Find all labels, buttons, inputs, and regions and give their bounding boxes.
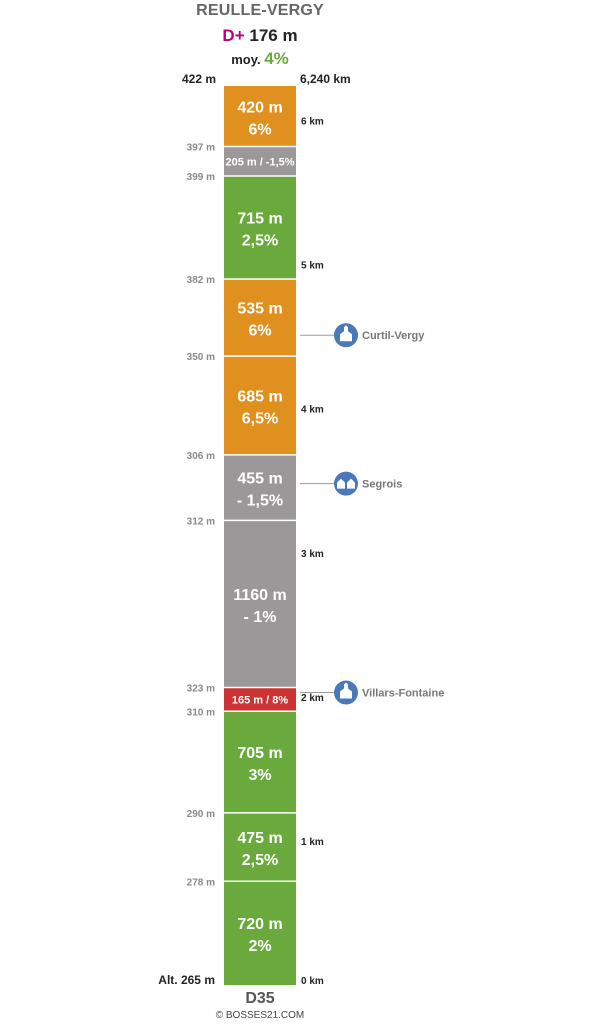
km-notch-2	[296, 690, 302, 703]
segment-length-2: 705 m	[237, 745, 282, 762]
segment-grade-10: 6%	[248, 121, 271, 138]
segment-label-3: 165 m / 8%	[232, 694, 288, 706]
segment-grade-8: 2,5%	[242, 233, 278, 250]
segment-length-10: 420 m	[237, 99, 282, 116]
segment-bar-3	[224, 687, 296, 712]
segment-bar-9	[224, 146, 296, 177]
altitude-label-0: 278 m	[187, 877, 215, 888]
segment-grade-5: - 1,5%	[237, 493, 283, 510]
altitude-label-6: 350 m	[187, 352, 215, 363]
elevation-gain: D+ 176 m	[0, 26, 520, 46]
km-label-6: 6 km	[301, 117, 324, 128]
km-notch-6	[296, 114, 302, 127]
summit-altitude: 422 m	[181, 72, 216, 86]
dplus-label: D+	[222, 26, 245, 45]
km-label-1: 1 km	[301, 837, 324, 848]
segment-grade-1: 2,5%	[242, 852, 278, 869]
segment-length-1: 475 m	[237, 830, 282, 847]
km-notch-5	[296, 258, 302, 271]
place-name-1: Segrois	[362, 479, 402, 491]
total-distance: 6,240 km	[300, 72, 351, 86]
segment-bar-4	[224, 520, 296, 688]
climb-title: REULLE-VERGY	[196, 2, 324, 19]
houses-glyph-1	[337, 478, 355, 489]
segment-label-9: 205 m / -1,5%	[225, 156, 294, 168]
km-notch-4	[296, 402, 302, 415]
segment-grade-2: 3%	[248, 767, 271, 784]
segment-bar-7	[224, 279, 296, 357]
segment-grade-0: 2%	[248, 938, 271, 955]
segment-grade-6: 6,5%	[242, 410, 278, 427]
average-label: moy.	[231, 52, 261, 67]
segment-grade-7: 6%	[248, 323, 271, 340]
km-notch-3	[296, 546, 302, 559]
segment-grade-4: - 1%	[244, 609, 277, 626]
church-glyph-2	[340, 325, 352, 342]
segment-bar-1	[224, 812, 296, 882]
km-label-0: 0 km	[301, 976, 324, 987]
altitude-label-9: 397 m	[187, 143, 215, 154]
altitude-label-2: 310 m	[187, 707, 215, 718]
altitude-label-7: 382 m	[187, 275, 215, 286]
segment-length-6: 685 m	[237, 388, 282, 405]
segment-bar-6	[224, 356, 296, 455]
place-name-2: Curtil-Vergy	[362, 330, 425, 342]
km-label-3: 3 km	[301, 549, 324, 560]
km-label-5: 5 km	[301, 261, 324, 272]
church-glyph-0	[340, 682, 352, 699]
km-label-4: 4 km	[301, 405, 324, 416]
average-value: 4%	[264, 49, 289, 68]
segment-bar-8	[224, 176, 296, 280]
dplus-value: 176 m	[249, 26, 298, 45]
start-altitude-label: Alt. 265 m	[158, 973, 215, 987]
segment-bar-5	[224, 454, 296, 521]
altitude-label-5: 306 m	[187, 451, 215, 462]
copyright: © BOSSES21.COM	[215, 1010, 305, 1021]
altitude-label-1: 290 m	[187, 809, 215, 820]
segment-bar-2	[224, 711, 296, 813]
km-label-2: 2 km	[301, 693, 324, 704]
segment-bar-10	[224, 86, 296, 147]
place-name-0: Villars-Fontaine	[362, 688, 444, 700]
km-notch-1	[296, 834, 302, 847]
segment-length-0: 720 m	[237, 916, 282, 933]
segment-length-4: 1160 m	[233, 587, 286, 604]
segment-bar-0	[224, 881, 296, 985]
altitude-label-8: 399 m	[187, 172, 215, 183]
houses-icon-1	[334, 471, 358, 496]
segment-length-7: 535 m	[237, 301, 282, 318]
altitude-label-4: 312 m	[187, 516, 215, 527]
road-name: D35	[245, 990, 275, 1007]
segment-length-5: 455 m	[237, 471, 282, 488]
average-grade: moy. 4%	[0, 49, 520, 69]
segment-length-8: 715 m	[237, 211, 282, 228]
altitude-label-3: 323 m	[187, 683, 215, 694]
